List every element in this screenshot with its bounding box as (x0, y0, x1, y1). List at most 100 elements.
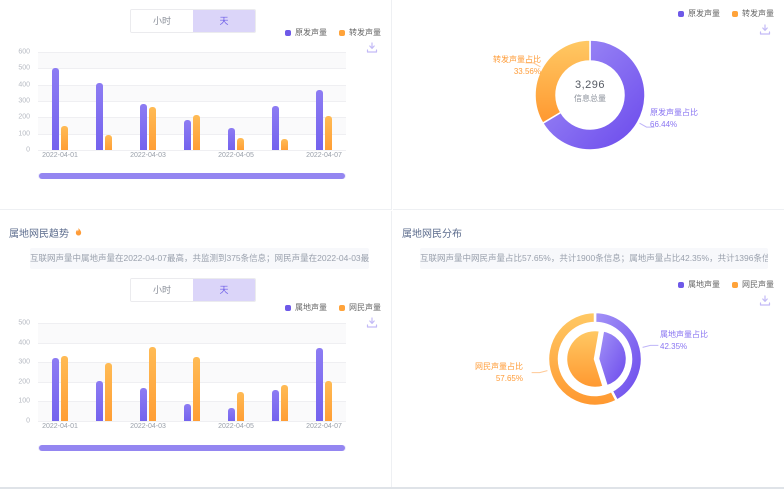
bar[interactable] (272, 389, 279, 421)
gridline (38, 362, 346, 364)
legend-item-netizen[interactable]: 网民声量 (339, 302, 381, 313)
toggle-hour[interactable]: 小时 (131, 279, 193, 301)
bar-chart-voice-trend: 600 500 400 300 200 100 0 2022-04-012022-04-022… (8, 48, 352, 164)
y-tick-label: 500 (18, 64, 30, 72)
y-tick-label: 300 (18, 358, 30, 366)
bar[interactable] (140, 387, 147, 421)
bar[interactable] (149, 346, 156, 421)
download-icon[interactable] (366, 317, 378, 329)
bar[interactable] (61, 125, 68, 150)
y-tick-label: 400 (18, 81, 30, 89)
bar[interactable] (325, 380, 332, 421)
bar-group (140, 52, 156, 150)
bar[interactable] (228, 127, 235, 150)
y-tick-label: 600 (18, 48, 30, 56)
bar[interactable] (61, 356, 68, 421)
bar[interactable] (316, 347, 323, 421)
bar[interactable] (316, 90, 323, 150)
bar[interactable] (193, 357, 200, 421)
total-volume-value: 3,296 (574, 79, 606, 91)
x-tick-label: 2022-04-05 (218, 423, 254, 430)
legend-item-netizen[interactable]: 网民声量 (732, 279, 774, 290)
gridline (38, 401, 346, 403)
legend: 属地声量 网民声量 (285, 302, 381, 313)
gridline (38, 68, 346, 70)
toggle-hour[interactable]: 小时 (131, 10, 193, 32)
gridline (38, 52, 346, 53)
bar[interactable] (325, 115, 332, 150)
bar-group (52, 52, 68, 150)
y-tick-label: 300 (18, 97, 30, 105)
bar-group (96, 52, 112, 150)
ring-slice[interactable] (546, 310, 619, 408)
pie-label-original-share: 原发声量占比 66.44% (650, 108, 698, 129)
y-tick-label: 200 (18, 378, 30, 386)
gridline (38, 150, 346, 151)
bar[interactable] (149, 106, 156, 150)
x-tick-label: 2022-04-07 (306, 152, 342, 159)
bar[interactable] (184, 119, 191, 150)
panel-voice-distribution: 原发声量 转发声量 3,296 信息总量 转发声量占比 33.56% 原发声量占… (393, 0, 784, 210)
bar[interactable] (105, 363, 112, 421)
legend-item-original[interactable]: 原发声量 (678, 8, 720, 19)
download-icon[interactable] (366, 42, 378, 54)
bar[interactable] (105, 135, 112, 150)
bar[interactable] (228, 408, 235, 421)
panel-local-netizen-distribution: 属地网民分布 互联网声量中网民声量占比57.65%，共计1900条信息；属地声量… (393, 211, 784, 487)
grid-band (38, 381, 346, 402)
grid-band (38, 133, 346, 150)
bar[interactable] (281, 139, 288, 150)
bar-group (316, 52, 332, 150)
bar-group (184, 52, 200, 150)
donut-slice[interactable] (541, 39, 646, 151)
bar[interactable] (52, 358, 59, 421)
legend-item-local[interactable]: 属地声量 (678, 279, 720, 290)
plot-area (38, 52, 346, 151)
panel-title: 属地网民分布 (402, 225, 462, 240)
bar[interactable] (281, 384, 288, 421)
bar-group (96, 323, 112, 421)
grid-band (38, 101, 346, 118)
gridline (38, 342, 346, 344)
bar[interactable] (140, 104, 147, 150)
panel-local-netizen-trend: 属地网民趋势 互联网声量中属地声量在2022-04-07最高，共监测到375条信… (0, 211, 392, 487)
x-tick-label: 2022-04-03 (130, 152, 166, 159)
x-tick-label: 2022-04-01 (42, 423, 78, 430)
donut-slice[interactable] (534, 39, 591, 125)
legend-label: 网民声量 (742, 280, 774, 289)
time-granularity-toggle: 小时 天 (130, 278, 256, 302)
bar[interactable] (184, 404, 191, 421)
legend-label: 原发声量 (688, 9, 720, 18)
y-tick-label: 0 (26, 146, 30, 154)
datazoom-scrollbar[interactable] (38, 445, 346, 451)
y-tick-label: 500 (18, 319, 30, 327)
bar[interactable] (237, 391, 244, 421)
bar[interactable] (96, 380, 103, 421)
bar[interactable] (52, 67, 59, 150)
legend-item-local[interactable]: 属地声量 (285, 302, 327, 313)
y-tick-label: 100 (18, 397, 30, 405)
download-icon[interactable] (759, 24, 771, 36)
bar[interactable] (193, 114, 200, 150)
grid-band (38, 323, 346, 343)
toggle-day[interactable]: 天 (193, 279, 255, 301)
pie-slice[interactable] (564, 328, 606, 390)
y-tick-label: 0 (26, 417, 30, 425)
toggle-day[interactable]: 天 (193, 10, 255, 32)
bar[interactable] (96, 83, 103, 150)
legend-item-original[interactable]: 原发声量 (285, 27, 327, 38)
pie-slice[interactable] (596, 328, 629, 389)
datazoom-scrollbar[interactable] (38, 173, 346, 179)
legend-label: 转发声量 (742, 9, 774, 18)
panel-title-text: 属地网民分布 (402, 229, 462, 240)
bar[interactable] (237, 137, 244, 150)
insight-summary: 互联网声量中属地声量在2022-04-07最高，共监测到375条信息；网民声量在… (30, 248, 369, 269)
download-icon[interactable] (759, 295, 771, 307)
y-tick-label: 400 (18, 339, 30, 347)
legend-item-repost[interactable]: 转发声量 (732, 8, 774, 19)
legend-item-repost[interactable]: 转发声量 (339, 27, 381, 38)
legend-dot (339, 29, 345, 36)
bar[interactable] (272, 105, 279, 150)
legend-dot (732, 281, 738, 288)
